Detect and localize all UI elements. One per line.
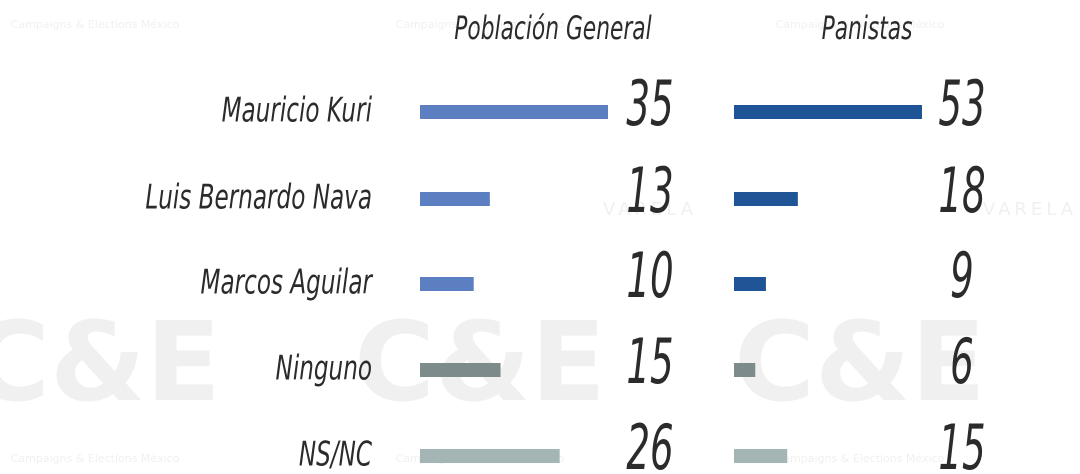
value-label: 35 [626,69,673,141]
watermark-caption: Campaigns & Elections México [776,452,945,465]
series-title: Población General [454,11,652,47]
watermark-caption: Campaigns & Elections México [11,452,180,465]
series-title-group: Población General [454,11,652,47]
watermark-logo: C&E [354,298,606,426]
watermark-caption: Campaigns & Elections México [776,18,945,31]
bar [420,105,608,119]
watermark-caption: Campaigns & Elections México [11,18,180,31]
bar [420,192,490,206]
watermark-brand: VARELA [983,199,1077,220]
value-label: 9 [950,241,974,313]
watermark-logo: C&E [0,298,221,426]
watermark-brand: VARELA [603,199,697,220]
value-label-group: 10 [626,241,673,313]
bar [734,277,766,291]
category-label: Luis Bernardo Nava [145,177,372,217]
series-title: Panistas [822,11,913,47]
value-label: 18 [938,156,985,228]
value-label: 26 [626,413,673,474]
value-label: 53 [938,69,985,141]
bar [734,192,798,206]
bar [734,105,922,119]
value-label: 6 [950,327,974,399]
series-title-group: Panistas [822,11,913,47]
category-label-group: Ninguno [276,348,372,388]
value-label-group: 6 [950,327,974,399]
value-label-group: 18 [938,156,985,228]
category-label: NS/NC [299,434,373,474]
category-label-group: NS/NC [299,434,373,474]
value-label-group: 26 [626,413,673,474]
value-label-group: 53 [938,69,985,141]
watermark-logo: C&E [734,298,986,426]
value-label: 10 [626,241,673,313]
category-label-group: Luis Bernardo Nava [145,177,372,217]
watermark-caption: Campaigns & Elections México [396,18,565,31]
category-label-group: Marcos Aguilar [201,262,374,302]
value-label-group: 35 [626,69,673,141]
value-label-group: 15 [938,413,985,474]
bar [734,363,756,377]
value-label-group: 13 [626,156,673,228]
bar [420,363,501,377]
category-label-group: Mauricio Kuri [222,90,372,130]
category-label: Ninguno [276,348,372,388]
value-label-group: 15 [626,327,673,399]
category-label: Mauricio Kuri [222,90,372,130]
category-label: Marcos Aguilar [201,262,374,302]
value-label-group: 9 [950,241,974,313]
bar [420,449,560,463]
value-label: 13 [626,156,673,228]
value-label: 15 [626,327,673,399]
bar [734,449,788,463]
value-label: 15 [938,413,985,474]
bar [420,277,474,291]
